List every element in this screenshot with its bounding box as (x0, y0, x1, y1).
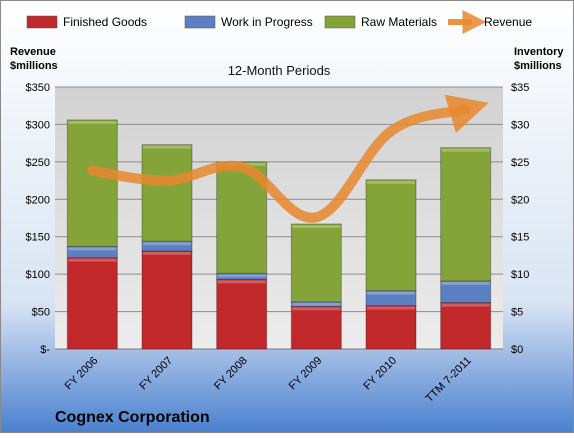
right-tick-label: $5 (511, 307, 523, 319)
bar-series (66, 119, 492, 350)
left-tick-label: $100 (26, 269, 50, 281)
gridlines (55, 86, 503, 350)
legend-label: Raw Materials (361, 15, 437, 29)
left-axis-label-line2: $millions (10, 60, 58, 72)
right-axis-label-line2: $millions (514, 60, 562, 72)
bar-segment-highlight (292, 307, 341, 311)
bar-segment-highlight (292, 224, 341, 228)
bar-segment-raw-materials (66, 119, 118, 247)
bar-segment-highlight (143, 251, 191, 255)
bar-segment-highlight (292, 302, 341, 306)
bar-segment-finished-goods (290, 305, 342, 350)
left-tick-label: $- (40, 344, 50, 356)
left-tick-label: $150 (26, 232, 50, 244)
right-tick-label: $10 (511, 269, 529, 281)
bar-segment-raw-materials (141, 144, 193, 242)
bar-segment-finished-goods (440, 302, 492, 350)
bar-segment-highlight (143, 145, 191, 149)
legend: Finished Goods Work in Progress Raw Materi… (26, 10, 532, 34)
bar-segment-highlight (441, 148, 490, 152)
bar-segment-finished-goods (216, 278, 268, 350)
left-tick-label: $300 (26, 119, 50, 131)
bar-segment-highlight (367, 291, 415, 295)
revenue-line-series (87, 94, 489, 223)
right-tick-label: $25 (511, 157, 529, 169)
left-tick-label: $250 (26, 157, 50, 169)
company-name: Cognex Corporation (55, 409, 210, 426)
bar-segment-finished-goods (365, 305, 417, 350)
bar-segment-finished-goods (141, 250, 193, 350)
right-axis-label-line1: Inventory (514, 46, 564, 58)
legend-label: Finished Goods (63, 15, 147, 29)
bar-segment-highlight (367, 306, 415, 310)
bar-segment-highlight (68, 247, 117, 251)
bar-segment-highlight (367, 180, 415, 184)
right-tick-label: $20 (511, 194, 529, 206)
bar-segment-raw-materials (290, 223, 342, 303)
right-axis-ticks: $0 $5 $10 $15 $20 $25 $30 $35 (511, 82, 529, 356)
bar-segment-raw-materials (440, 147, 492, 282)
right-tick-label: $35 (511, 82, 529, 94)
legend-swatch-work-in-progress (184, 15, 216, 29)
revenue-line (87, 94, 489, 223)
legend-swatch-raw-materials (324, 15, 356, 29)
right-tick-label: $15 (511, 232, 529, 244)
legend-label: Work in Progress (221, 15, 313, 29)
bar-segment-highlight (68, 258, 117, 262)
plot-area (55, 87, 503, 349)
bar-segment-highlight (143, 242, 191, 246)
right-tick-label: $0 (511, 344, 523, 356)
bar-segment-finished-goods (66, 257, 118, 350)
bar-segment-highlight (217, 280, 266, 284)
left-tick-label: $50 (32, 307, 50, 319)
legend-swatch-finished-goods (26, 15, 58, 29)
left-tick-label: $200 (26, 194, 50, 206)
chart-title: 12-Month Periods (228, 63, 331, 78)
bar-segment-raw-materials (365, 179, 417, 292)
left-axis-ticks: $- $50 $100 $150 $200 $250 $300 $350 (26, 82, 51, 356)
left-tick-label: $350 (26, 82, 50, 94)
bar-segment-highlight (68, 120, 117, 124)
bar-segment-highlight (441, 281, 490, 285)
legend-label: Revenue (484, 15, 532, 29)
bar-segment-highlight (217, 274, 266, 278)
right-tick-label: $30 (511, 119, 529, 131)
bar-segment-highlight (441, 303, 490, 307)
left-axis-label-line1: Revenue (10, 46, 56, 58)
